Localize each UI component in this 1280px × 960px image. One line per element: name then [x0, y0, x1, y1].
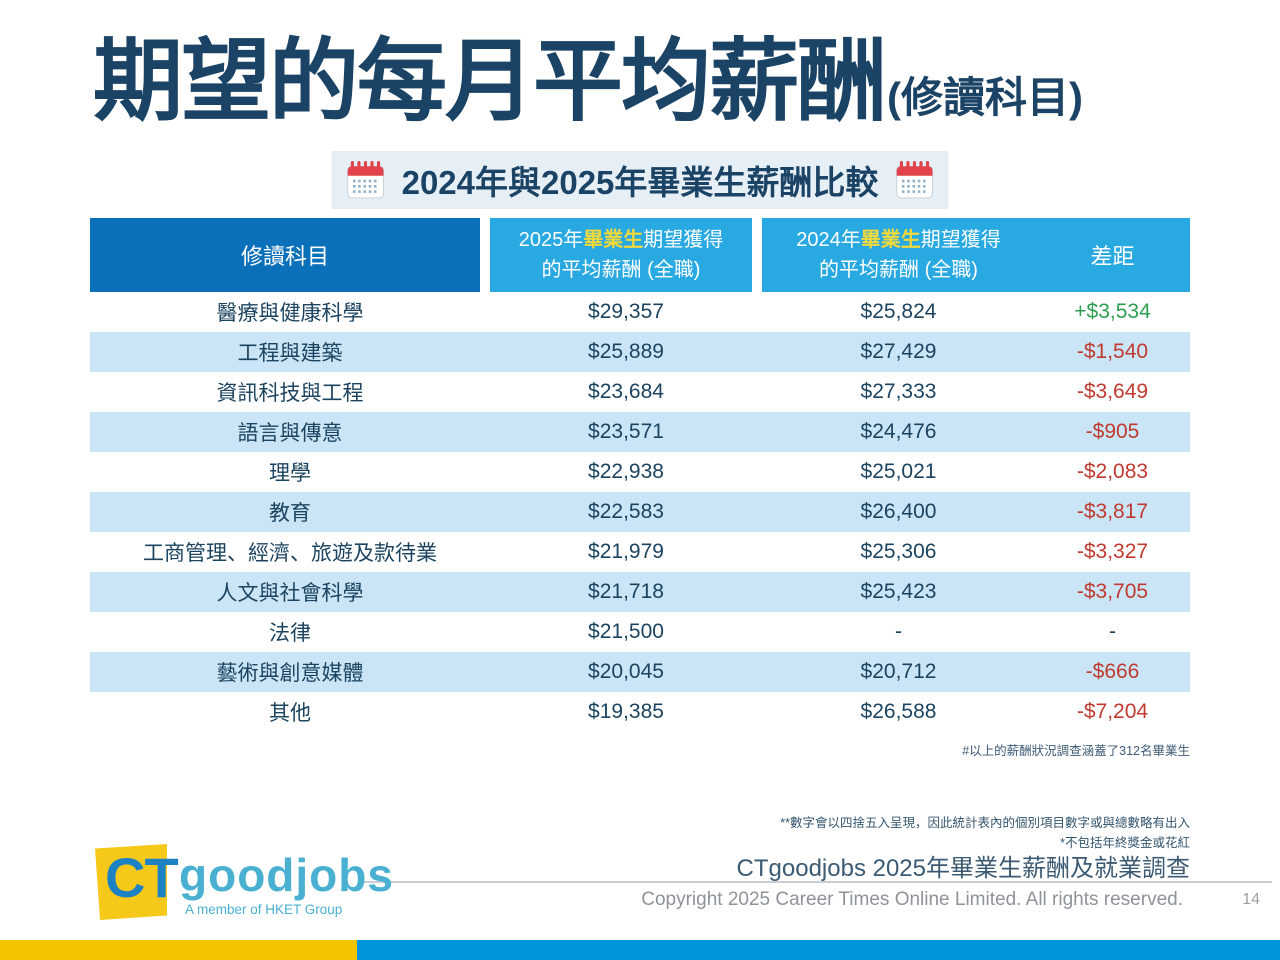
row-salary-2024: $24,476	[860, 420, 937, 443]
row-subject: 教育	[269, 502, 311, 525]
page-title-main: 期望的每月平均薪酬	[93, 32, 887, 132]
row-salary-2025: $29,357	[588, 300, 664, 323]
highlight-graduates: 畢業生	[583, 229, 644, 251]
row-subject: 理學	[269, 462, 311, 485]
table-header: 修讀科目 2025年畢業生期望獲得 的平均薪酬 (全職) 2024年畢業生期望獲…	[90, 218, 1190, 292]
subtitle-band: 2024年與2025年畢業生薪酬比較	[331, 151, 949, 209]
row-diff: -$3,649	[1076, 380, 1149, 403]
row-subject: 工程與建築	[237, 342, 343, 365]
row-salary-2024: $27,429	[860, 340, 937, 363]
row-subject: 人文與社會科學	[216, 582, 364, 605]
column-header-2024-line2: 的平均薪酬 (全職)	[819, 259, 978, 281]
salary-table: 修讀科目 2025年畢業生期望獲得 的平均薪酬 (全職) 2024年畢業生期望獲…	[90, 218, 1190, 732]
row-salary-2025: $21,718	[588, 580, 664, 603]
row-salary-2024: $25,306	[860, 540, 937, 563]
table-row: 工程與建築 $25,889 $27,429 -$1,540	[90, 332, 1190, 372]
column-header-subject: 修讀科目	[90, 218, 480, 292]
table-row: 語言與傳意 $23,571 $24,476 -$905	[90, 412, 1190, 452]
column-header-diff: 差距	[1035, 218, 1190, 292]
footer-note-rounding: **數字會以四捨五入呈現，因此統計表內的個別項目數字或與總數略有出入	[780, 816, 1190, 830]
footer-note-bonus: *不包括年終獎金或花紅	[1060, 836, 1190, 850]
header-gap	[752, 218, 762, 292]
row-subject: 其他	[269, 702, 311, 725]
row-salary-2024: $20,712	[860, 660, 937, 683]
table-row: 法律 $21,500 - -	[90, 612, 1190, 652]
table-footnote: #以上的薪酬狀況調查涵蓋了312名畢業生	[962, 744, 1190, 758]
row-diff: -$7,204	[1076, 700, 1149, 723]
row-diff: -$666	[1085, 660, 1140, 683]
table-row: 其他 $19,385 $26,588 -$7,204	[90, 692, 1190, 732]
row-salary-2025: $22,583	[588, 500, 664, 523]
row-diff: -	[1109, 620, 1116, 643]
row-subject: 語言與傳意	[237, 422, 343, 445]
table-row: 醫療與健康科學 $29,357 $25,824 +$3,534	[90, 292, 1190, 332]
bottom-bar-yellow	[0, 940, 357, 960]
row-diff: -$3,327	[1076, 540, 1149, 563]
logo-name-text: goodjobs	[179, 849, 394, 901]
highlight-graduates: 畢業生	[860, 229, 921, 251]
table-row: 資訊科技與工程 $23,684 $27,333 -$3,649	[90, 372, 1190, 412]
table-row: 理學 $22,938 $25,021 -$2,083	[90, 452, 1190, 492]
survey-title: CTgoodjobs 2025年畢業生薪酬及就業調查	[736, 855, 1190, 882]
row-subject: 資訊科技與工程	[216, 382, 364, 405]
row-salary-2024: $26,400	[860, 500, 937, 523]
bottom-bar-blue	[357, 940, 1280, 960]
row-diff: -$1,540	[1076, 340, 1149, 363]
column-header-2024: 2024年畢業生期望獲得 的平均薪酬 (全職)	[762, 218, 1035, 292]
table-row: 工商管理、經濟、旅遊及款待業 $21,979 $25,306 -$3,327	[90, 532, 1190, 572]
column-header-2024-line1: 2024年畢業生期望獲得	[796, 229, 1001, 251]
table-row: 教育 $22,583 $26,400 -$3,817	[90, 492, 1190, 532]
row-salary-2024: -	[895, 620, 902, 643]
row-salary-2025: $21,500	[588, 620, 664, 643]
row-salary-2024: $26,588	[860, 700, 937, 723]
row-diff: -$3,817	[1076, 500, 1149, 523]
calendar-icon	[895, 161, 933, 199]
header-gap	[480, 218, 490, 292]
page-title: 期望的每月平均薪酬 (修讀科目)	[93, 28, 1083, 136]
page-number: 14	[1242, 891, 1260, 908]
copyright-text: Copyright 2025 Career Times Online Limit…	[641, 889, 1183, 910]
row-salary-2025: $25,889	[588, 340, 664, 363]
row-salary-2024: $25,824	[860, 300, 937, 323]
column-header-2025: 2025年畢業生期望獲得 的平均薪酬 (全職)	[490, 218, 752, 292]
row-salary-2025: $20,045	[588, 660, 664, 683]
logo-yellow-shape-icon	[95, 844, 167, 920]
row-salary-2025: $21,979	[588, 540, 664, 563]
subtitle-text: 2024年與2025年畢業生薪酬比較	[401, 164, 879, 201]
footer-divider	[362, 881, 1272, 883]
column-header-2025-line1: 2025年畢業生期望獲得	[518, 229, 724, 251]
column-header-2025-line2: 的平均薪酬 (全職)	[541, 259, 701, 281]
page-title-suffix: (修讀科目)	[887, 74, 1083, 121]
table-row: 人文與社會科學 $21,718 $25,423 -$3,705	[90, 572, 1190, 612]
row-salary-2025: $23,571	[588, 420, 664, 443]
row-diff: -$3,705	[1076, 580, 1149, 603]
row-salary-2024: $25,423	[860, 580, 937, 603]
row-subject: 法律	[269, 622, 311, 645]
row-salary-2025: $23,684	[588, 380, 664, 403]
row-salary-2024: $27,333	[860, 380, 937, 403]
logo-ct-text: CT	[105, 846, 179, 909]
row-salary-2024: $25,021	[860, 460, 937, 483]
table-row: 藝術與創意媒體 $20,045 $20,712 -$666	[90, 652, 1190, 692]
table-body: 醫療與健康科學 $29,357 $25,824 +$3,534 工程與建築 $25,889…	[90, 292, 1190, 732]
row-subject: 工商管理、經濟、旅遊及款待業	[143, 542, 437, 565]
logo-tagline: A member of HKET Group	[185, 902, 343, 917]
row-subject: 醫療與健康科學	[216, 302, 364, 325]
ctgoodjobs-logo: CT goodjobs A member of HKET Group	[95, 838, 393, 926]
row-diff: -$905	[1085, 420, 1140, 443]
row-diff: +$3,534	[1074, 300, 1151, 323]
row-subject: 藝術與創意媒體	[216, 662, 364, 685]
row-salary-2025: $22,938	[588, 460, 664, 483]
calendar-icon	[347, 161, 385, 199]
row-diff: -$2,083	[1076, 460, 1149, 483]
row-salary-2025: $19,385	[588, 700, 664, 723]
